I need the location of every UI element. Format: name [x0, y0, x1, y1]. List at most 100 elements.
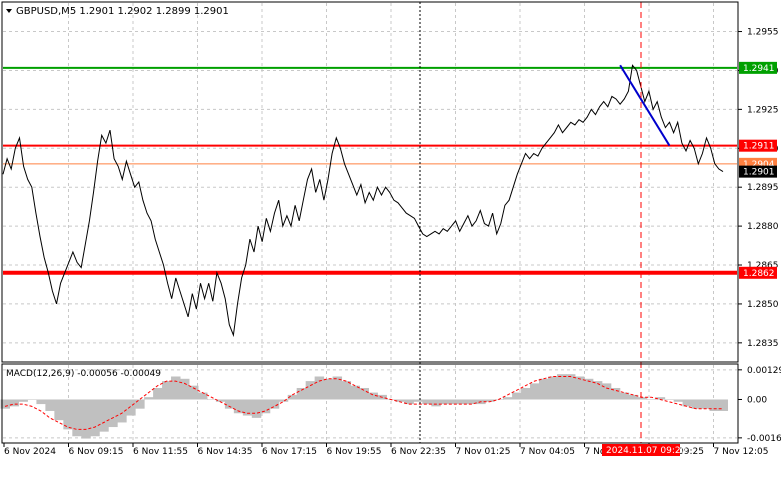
price-panel-frame: [1, 1, 739, 363]
macd-histogram-bar: [314, 376, 325, 400]
level-price-badge: [739, 266, 777, 279]
level-price-badge: [739, 139, 777, 152]
macd-histogram-bar: [153, 387, 163, 400]
time-tick-label: 7 Nov 04:05: [520, 447, 575, 457]
macd-histogram-bar: [63, 399, 73, 430]
macd-histogram-bar: [54, 399, 64, 421]
macd-histogram-bar: [242, 399, 253, 416]
macd-histogram-bar: [269, 399, 280, 409]
macd-histogram-bar: [81, 399, 91, 439]
macd-histogram-bar: [296, 387, 307, 400]
macd-histogram-bar: [628, 394, 639, 400]
macd-histogram-bar: [171, 376, 181, 400]
level-price-label: 1.2911: [743, 142, 775, 152]
price-tick-label: 1.2835: [747, 339, 779, 349]
time-tick-label: 7 Nov 12:05: [714, 447, 769, 457]
macd-histogram-bar: [233, 399, 244, 414]
macd-histogram-bar: [431, 399, 441, 407]
time-tick-label: 6 Nov 09:15: [69, 447, 124, 457]
level-labels: 1.2941 1.2911 1.2904 1.2862 1.2901: [739, 61, 777, 279]
macd-histogram-bar: [90, 399, 100, 437]
macd-histogram-bar: [637, 397, 648, 400]
macd-histogram-bar: [691, 399, 702, 409]
macd-histogram-bar: [251, 399, 262, 418]
macd-histogram-bar: [45, 399, 55, 411]
macd-histogram-bar: [682, 399, 693, 407]
price-tick-label: 1.2850: [747, 300, 779, 310]
macd-histogram-bar: [305, 381, 316, 400]
macd-histogram-bar: [413, 399, 423, 402]
macd-histogram-bar: [260, 399, 271, 414]
macd-histogram-bar: [18, 399, 28, 402]
trend-line[interactable]: [619, 64, 671, 147]
price-tick-label: 1.2925: [747, 105, 779, 115]
macd-histogram-bar: [197, 392, 208, 400]
level-price-label: 1.2862: [743, 269, 775, 279]
macd-histogram-bar: [503, 397, 513, 400]
level-price-label: 1.2904: [743, 160, 775, 170]
price-panel[interactable]: [2, 64, 737, 338]
triangle-down-icon[interactable]: [6, 9, 12, 13]
macd-histogram-bar: [601, 383, 612, 400]
macd-histogram-bar: [206, 399, 217, 400]
macd-histogram-bar: [188, 385, 199, 400]
price-tick-label: 1.2865: [747, 261, 779, 271]
time-tick-label: 6 Nov 17:15: [262, 447, 317, 457]
macd-histogram-bar: [126, 399, 136, 416]
highlighted-time-badge: [602, 444, 680, 456]
macd-histogram-bar: [485, 399, 495, 402]
macd-histogram-bar: [664, 399, 675, 400]
time-tick-label: 6 Nov 22:35: [391, 447, 446, 457]
macd-histogram-bar: [0, 399, 10, 409]
macd-histogram-bar: [341, 381, 352, 400]
price-line: [2, 64, 724, 338]
time-tick-label: 6 Nov 14:35: [198, 447, 253, 457]
macd-histogram-bar: [610, 387, 621, 400]
macd-histogram-bar: [583, 378, 594, 400]
macd-tick-label: 0.00129: [747, 366, 781, 376]
macd-histogram-bar: [539, 378, 549, 400]
macd-histogram-bar: [512, 392, 522, 400]
macd-histogram-bar: [27, 399, 37, 400]
macd-histogram-bar: [117, 399, 127, 423]
macd-histogram-bar: [458, 399, 468, 405]
macd-histogram-bar: [467, 399, 477, 405]
macd-histogram-bar: [368, 392, 378, 400]
macd-histogram-bar: [655, 397, 666, 400]
price-tick-label: 1.2895: [747, 183, 779, 193]
time-tick-label: 6 Nov 11:55: [133, 447, 188, 457]
macd-histogram-bar: [162, 381, 172, 400]
macd-signal-line: [4, 376, 723, 430]
time-tick-label: 7 Nov 01:25: [456, 447, 511, 457]
macd-panel[interactable]: [0, 374, 728, 439]
macd-histogram-bar: [574, 376, 585, 400]
macd-histogram-bar: [135, 399, 145, 409]
current-price-label: 1.2901: [743, 168, 775, 178]
macd-histogram-bar: [72, 399, 82, 437]
grid: [3, 3, 737, 442]
macd-histogram-bar: [521, 387, 531, 400]
macd-histogram-bar: [422, 399, 432, 405]
macd-histogram-bar: [215, 399, 226, 402]
macd-histogram-bar: [287, 394, 298, 400]
macd-histogram-bar: [350, 385, 361, 400]
macd-histogram-bar: [556, 374, 567, 400]
level-price-label: 1.2941: [743, 64, 775, 74]
macd-histogram-bar: [108, 399, 118, 428]
macd-histogram-bar: [36, 399, 46, 405]
macd-histogram-bar: [278, 399, 289, 402]
macd-histogram-bar: [619, 392, 630, 400]
macd-histogram-bar: [404, 399, 414, 405]
macd-histogram-bar: [449, 399, 459, 405]
macd-histogram-bar: [332, 376, 343, 400]
macd-histogram-bar: [323, 378, 334, 400]
macd-histogram-bar: [565, 374, 576, 400]
macd-histogram-bar: [592, 381, 603, 400]
macd-histogram-bar: [180, 378, 190, 400]
macd-histogram-bar: [718, 399, 728, 411]
time-tick-label: 6 Nov 19:55: [327, 447, 382, 457]
current-price-badge: [739, 165, 777, 178]
macd-histogram-bar: [224, 399, 235, 409]
